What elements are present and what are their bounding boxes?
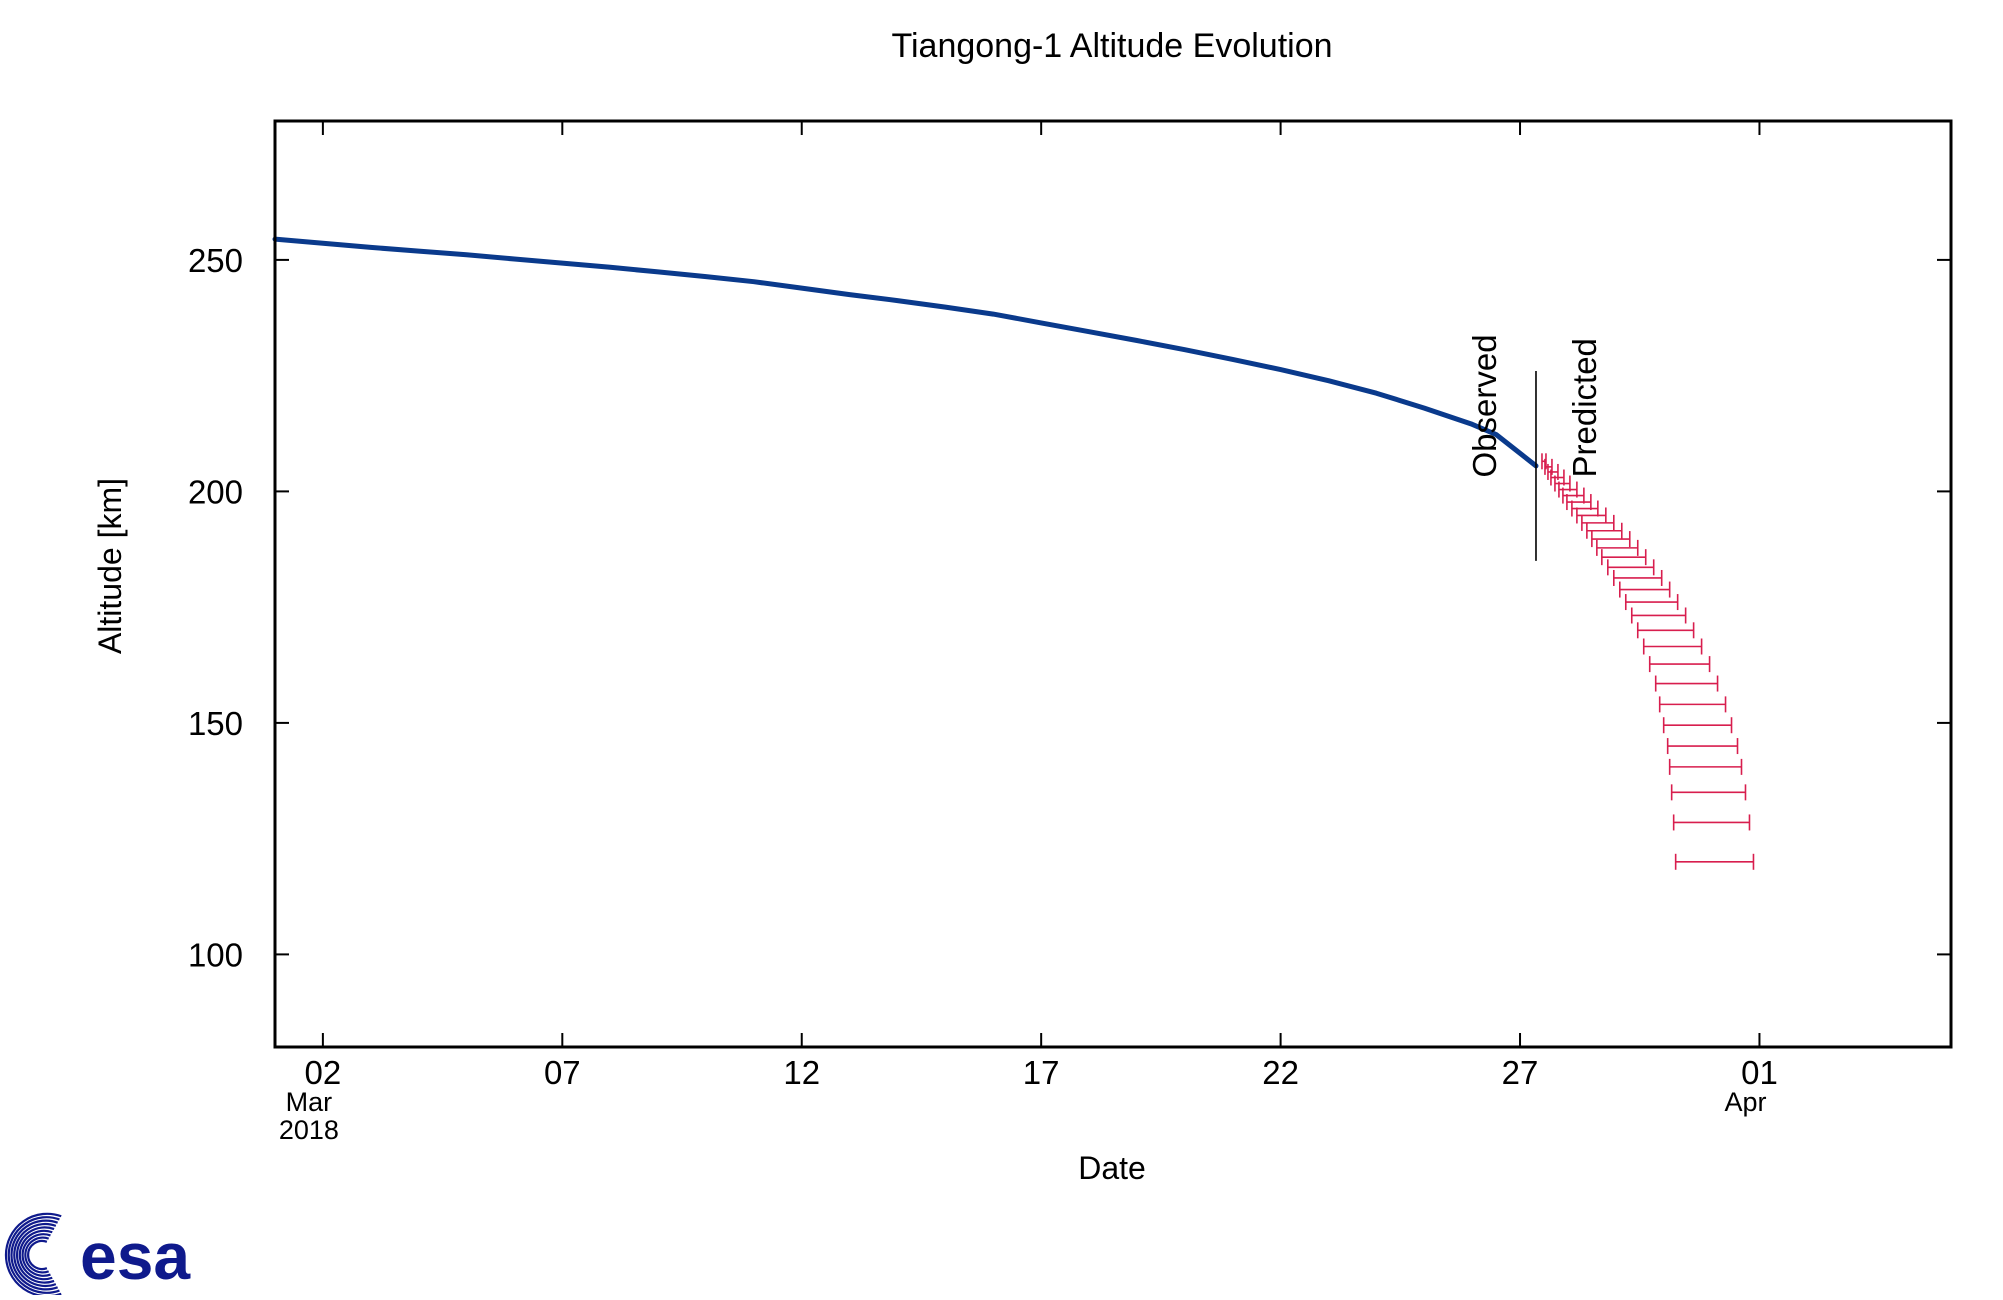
y-tick-label: 250 [188,242,243,279]
logo-ring [7,1216,60,1294]
y-axis-label: Altitude [km] [92,478,128,654]
predicted-error-bar [1591,531,1631,548]
x-tick-month-label: Apr [1724,1087,1766,1117]
predicted-error-bar [1648,656,1711,673]
logo-ring [10,1219,59,1291]
logo-ring [27,1239,48,1271]
y-tick-label: 100 [188,936,243,973]
predicted-error-bar [1566,494,1592,511]
predicted-error-bar [1624,594,1679,611]
y-tick-label: 150 [188,705,243,742]
logo-text: esa [80,1219,191,1293]
predicted-error-bar [1613,569,1663,586]
logo-ring [24,1236,50,1274]
predicted-error-bar [1630,607,1687,624]
logo-ring [18,1229,53,1281]
predicted-error-bar [1658,696,1727,713]
predicted-error-bar [1670,784,1747,801]
annotation-observed: Observed [1466,334,1503,477]
x-tick-month-label: Mar [286,1087,333,1117]
esa-logo-mark: esa [4,1212,191,1298]
logo-ring [16,1226,55,1284]
x-tick-year-label: 2018 [279,1115,339,1145]
logo-ring [13,1222,57,1288]
logo-rings-icon [4,1212,62,1298]
predicted-error-bar [1586,522,1623,539]
x-tick-label: 02 [305,1054,342,1091]
plot-frame [273,119,1953,1049]
x-tick-label: 22 [1262,1054,1299,1091]
predicted-error-bar [1642,638,1703,655]
observed-altitude-line [272,236,1539,469]
predicted-error-bar [1674,853,1755,870]
predicted-error-bar [1601,549,1647,566]
x-axis-label: Date [1078,1150,1146,1186]
predicted-error-bar [1636,622,1695,639]
predicted-error-bar [1666,738,1739,755]
predicted-error-bar [1607,559,1655,576]
predicted-error-bar [1662,717,1733,734]
logo-ring [21,1233,51,1277]
predicted-error-bar [1672,814,1751,831]
annotation-predicted: Predicted [1566,338,1603,477]
x-tick-label: 01 [1741,1054,1778,1091]
x-tick-label: 17 [1023,1054,1060,1091]
predicted-error-bar [1571,500,1599,517]
esa-logo: esa [0,1205,240,1300]
predicted-error-bar [1618,581,1671,598]
x-tick-label: 07 [544,1054,581,1091]
x-tick-label: 27 [1502,1054,1539,1091]
chart-title: Tiangong-1 Altitude Evolution [891,27,1332,65]
y-tick-label: 200 [188,473,243,510]
predicted-error-bar [1654,675,1719,692]
x-tick-label: 12 [783,1054,820,1091]
predicted-error-bar [1668,758,1743,775]
predicted-error-bar [1596,539,1639,556]
